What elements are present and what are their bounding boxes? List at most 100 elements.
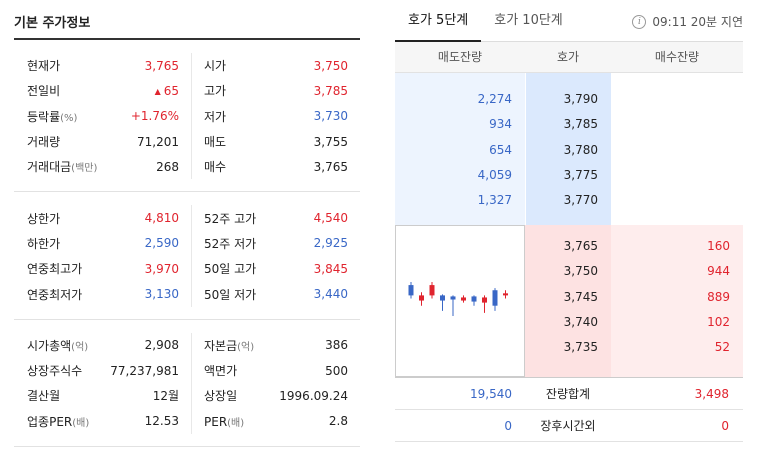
ask-price: 3,790	[563, 92, 598, 106]
info-value-text: 268	[156, 159, 179, 174]
info-label: 50일 고가	[204, 260, 314, 277]
ask-price: 3,770	[563, 193, 598, 208]
info-label: 결산월	[27, 387, 153, 404]
info-label-unit: (억)	[71, 341, 89, 353]
bid-price: 3,740	[563, 314, 598, 329]
info-cell-left: 상한가 4,810	[14, 205, 192, 231]
bid-price: 3,765	[563, 239, 598, 253]
basic-info-table: 현재가 3,765 시가 3,750 전일비 ▲ 65 고가 3,785 등락률(%) +1.76%…	[14, 38, 360, 447]
info-row: 현재가 3,765 시가 3,750	[14, 53, 360, 79]
info-cell-left: 업종PER(배) 12.53	[14, 408, 192, 434]
tab-5-levels[interactable]: 호가 5단계	[395, 0, 482, 42]
info-label: 거래대금(백만)	[27, 158, 156, 175]
company-section: 시가총액(억) 2,908 자본금(억) 386 상장주식수 77,237,981 액면가 5…	[14, 320, 360, 447]
ask-price: 3,780	[563, 142, 598, 157]
info-value: 12.53	[145, 414, 179, 428]
info-value: 3,785	[313, 83, 348, 98]
info-row: 연중최저가 3,130 50일 저가 3,440	[14, 281, 360, 307]
info-row: 결산월 12월 상장일 1996.09.24	[14, 383, 360, 409]
info-row: 상한가 4,810 52주 고가 4,540	[14, 205, 360, 231]
candle-body	[503, 293, 508, 296]
info-value: 3,845	[313, 261, 348, 276]
info-label: 매수	[204, 158, 314, 175]
info-cell-left: 전일비 ▲ 65	[14, 78, 192, 104]
info-row: 등락률(%) +1.76% 저가 3,730	[14, 103, 360, 129]
tab-10-levels[interactable]: 호가 10단계	[494, 13, 563, 28]
delay-notice: i 09:11 20분 지연	[632, 13, 743, 30]
range-section: 상한가 4,810 52주 고가 4,540 하한가 2,590 52주 저가 2,925 연중…	[14, 192, 360, 320]
info-row: 연중최고가 3,970 50일 고가 3,845	[14, 256, 360, 282]
ask-price: 3,785	[563, 117, 598, 132]
ask-block: 2,274 934 654 4,059 1,327 3,790 3,785 3,780 3,7…	[395, 73, 743, 225]
info-label: 전일비	[27, 82, 155, 99]
info-value: 2,925	[313, 236, 348, 251]
info-label: 52주 고가	[204, 210, 314, 227]
bid-qty: 944	[707, 264, 730, 279]
info-label-text: PER	[204, 414, 228, 429]
info-row: 시가총액(억) 2,908 자본금(억) 386	[14, 332, 360, 358]
info-label: 연중최저가	[27, 286, 145, 303]
bid-block: 3,765 3,750 3,745 3,740 3,735 160 944 889 102 52	[395, 225, 743, 377]
ask-price-column: 3,790 3,785 3,780 3,775 3,770	[525, 73, 611, 225]
info-cell-right: 50일 고가 3,845	[192, 256, 360, 281]
info-label: 등락률(%)	[27, 108, 131, 125]
info-label-text: 시가총액	[27, 338, 72, 353]
total-remaining-row: 19,540 잔량합계 3,498	[395, 377, 743, 409]
info-label: 매도	[204, 133, 314, 150]
info-cell-left: 연중최고가 3,970	[14, 256, 192, 282]
info-value: 2,908	[145, 338, 179, 352]
info-value: 3,765	[145, 59, 179, 73]
info-cell-left: 거래대금(백만) 268	[14, 154, 192, 180]
info-icon[interactable]: i	[632, 14, 647, 29]
info-label: 액면가	[204, 362, 325, 379]
info-label-text: 저가	[204, 109, 227, 124]
info-row: 상장주식수 77,237,981 액면가 500	[14, 357, 360, 384]
info-value: 71,201	[137, 135, 179, 149]
header-price: 호가	[556, 50, 580, 64]
info-label: 상장일	[204, 387, 279, 404]
info-label-text: 결산월	[27, 389, 61, 404]
info-cell-right: 매도 3,755	[192, 129, 360, 154]
info-value-text: 2,590	[144, 236, 179, 251]
delay-text: 09:11 20분 지연	[652, 15, 743, 29]
info-row: 전일비 ▲ 65 고가 3,785	[14, 78, 360, 104]
info-value-text: +1.76%	[130, 109, 179, 124]
info-cell-left: 하한가 2,590	[14, 230, 192, 257]
info-label-text: 52주 저가	[204, 236, 257, 251]
info-value: 3,440	[313, 287, 348, 302]
info-label-text: 자본금	[204, 338, 238, 353]
bid-qty-column: 160 944 889 102 52	[611, 225, 743, 377]
info-label-text: 현재가	[27, 59, 61, 74]
info-value: 2,590	[145, 236, 179, 250]
info-label: 52주 저가	[204, 235, 314, 252]
info-label-text: 상한가	[27, 211, 61, 226]
ask-empty-column	[611, 73, 743, 225]
info-label-text: 거래량	[27, 135, 61, 150]
info-value-text: 2,908	[144, 338, 179, 353]
info-value: 500	[325, 363, 348, 378]
info-label-text: 등락률	[27, 109, 61, 124]
candle-body	[408, 285, 414, 296]
ask-qty-column: 2,274 934 654 4,059 1,327	[395, 73, 525, 225]
after-hours-label: 장후시간외	[540, 419, 596, 433]
info-cell-left: 등락률(%) +1.76%	[14, 103, 192, 129]
info-value-text: 3,130	[144, 287, 179, 302]
mini-chart-svg	[408, 282, 508, 316]
info-label-text: 고가	[204, 84, 227, 99]
bid-qty: 102	[707, 314, 730, 329]
info-label-text: 매도	[204, 135, 227, 150]
info-value: 12월	[153, 387, 179, 404]
info-value: 3,730	[313, 109, 348, 124]
info-label: 저가	[204, 108, 314, 125]
info-label-text: 시가	[204, 59, 227, 74]
info-cell-right: 52주 저가 2,925	[192, 231, 360, 256]
bid-price: 3,745	[563, 289, 598, 304]
info-label-text: 연중최저가	[27, 287, 83, 302]
basic-info-title: 기본 주가정보	[14, 16, 91, 31]
price-section: 현재가 3,765 시가 3,750 전일비 ▲ 65 고가 3,785 등락률(%) +1.76%…	[14, 40, 360, 193]
info-value: 3,130	[145, 287, 179, 301]
info-label: 자본금(억)	[204, 337, 325, 354]
info-value-text: 77,237,981	[110, 363, 179, 378]
info-label-unit: (배)	[72, 417, 90, 429]
header-bid-qty: 매수잔량	[654, 50, 700, 64]
